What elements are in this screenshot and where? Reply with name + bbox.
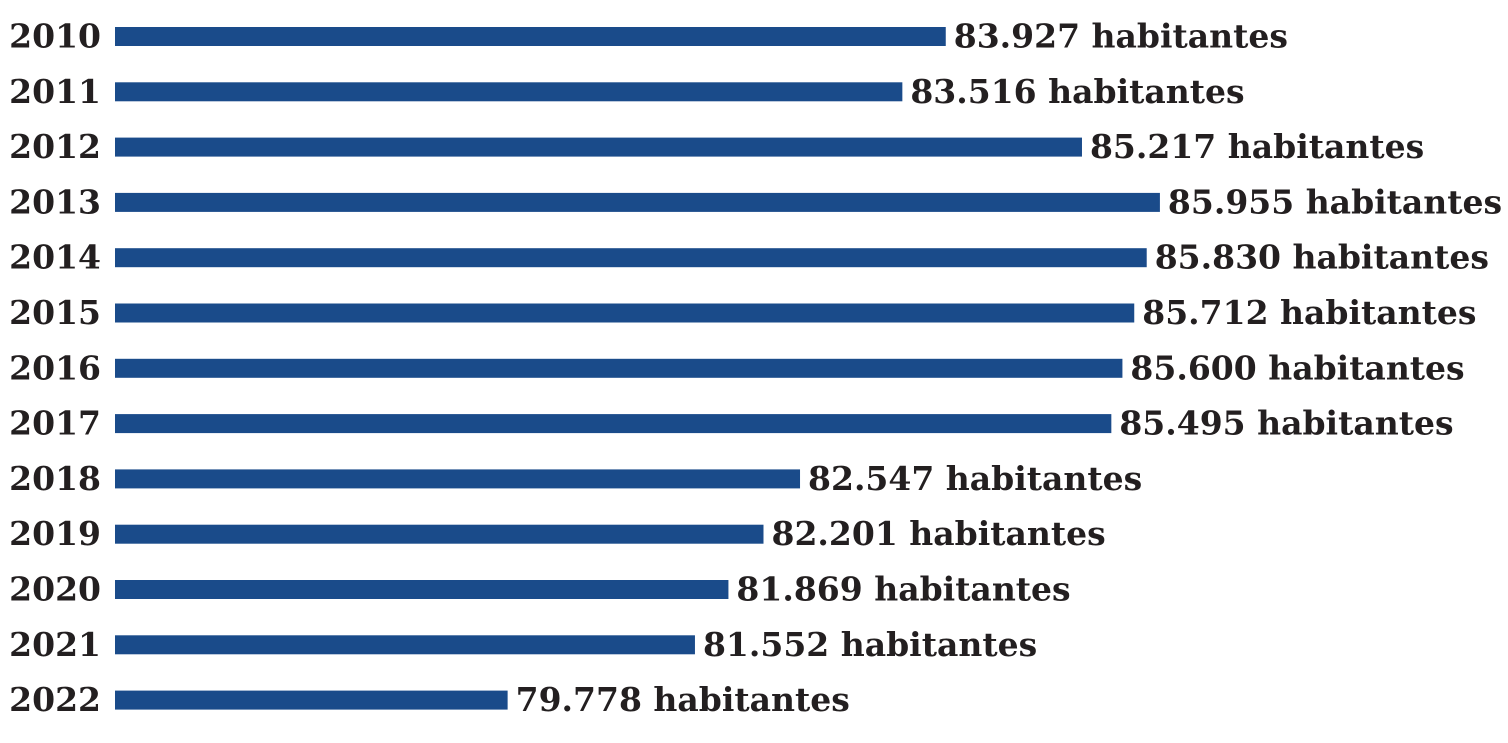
bar (115, 192, 1160, 212)
year-label: 2015 (9, 293, 101, 332)
value-label: 85.712 habitantes (1142, 293, 1476, 332)
year-label: 2010 (9, 17, 101, 56)
year-label: 2020 (9, 570, 101, 609)
bar-row-2012: 2012 85.217 habitantes (9, 127, 1424, 166)
year-label: 2012 (9, 127, 101, 166)
value-label: 79.778 habitantes (516, 680, 850, 719)
value-label: 81.869 habitantes (736, 570, 1070, 609)
bar-row-2010: 2010 83.927 habitantes (9, 17, 1288, 56)
bar (115, 524, 764, 544)
value-label: 85.217 habitantes (1090, 127, 1424, 166)
value-label: 85.495 habitantes (1119, 404, 1453, 443)
bar (115, 137, 1082, 157)
year-label: 2016 (9, 348, 101, 387)
bar-row-2020: 2020 81.869 habitantes (9, 570, 1071, 609)
bar-row-2019: 2019 82.201 habitantes (9, 514, 1106, 553)
bar (115, 635, 695, 655)
bar (115, 469, 801, 489)
year-label: 2013 (9, 182, 101, 221)
year-label: 2019 (9, 514, 101, 553)
bar-row-2013: 2013 85.955 habitantes (9, 182, 1502, 221)
bar (115, 358, 1123, 378)
bar (115, 27, 946, 46)
value-label: 85.955 habitantes (1168, 182, 1502, 221)
bar-row-2018: 2018 82.547 habitantes (9, 459, 1142, 498)
year-label: 2022 (9, 680, 101, 719)
value-label: 85.830 habitantes (1155, 238, 1489, 277)
bar-row-2022: 2022 79.778 habitantes (9, 680, 850, 719)
value-label: 82.201 habitantes (771, 514, 1105, 553)
bar (115, 414, 1112, 434)
year-label: 2018 (9, 459, 101, 498)
bar (115, 82, 903, 102)
year-label: 2011 (9, 72, 101, 111)
bar (115, 580, 729, 599)
bar-row-2017: 2017 85.495 habitantes (9, 404, 1453, 443)
value-label: 83.927 habitantes (954, 17, 1288, 56)
year-label: 2021 (9, 625, 101, 664)
bar (115, 248, 1147, 268)
bar (115, 303, 1135, 323)
year-label: 2017 (9, 404, 101, 443)
value-label: 81.552 habitantes (703, 625, 1037, 664)
bar-row-2011: 2011 83.516 habitantes (9, 72, 1244, 111)
value-label: 85.600 habitantes (1130, 348, 1464, 387)
bar (115, 690, 508, 710)
year-label: 2014 (9, 238, 101, 277)
value-label: 83.516 habitantes (910, 72, 1244, 111)
bar-row-2014: 2014 85.830 habitantes (9, 238, 1489, 277)
bar-row-2015: 2015 85.712 habitantes (9, 293, 1476, 332)
value-label: 82.547 habitantes (808, 459, 1142, 498)
bar-row-2016: 2016 85.600 habitantes (9, 348, 1465, 387)
bar-row-2021: 2021 81.552 habitantes (9, 625, 1037, 664)
